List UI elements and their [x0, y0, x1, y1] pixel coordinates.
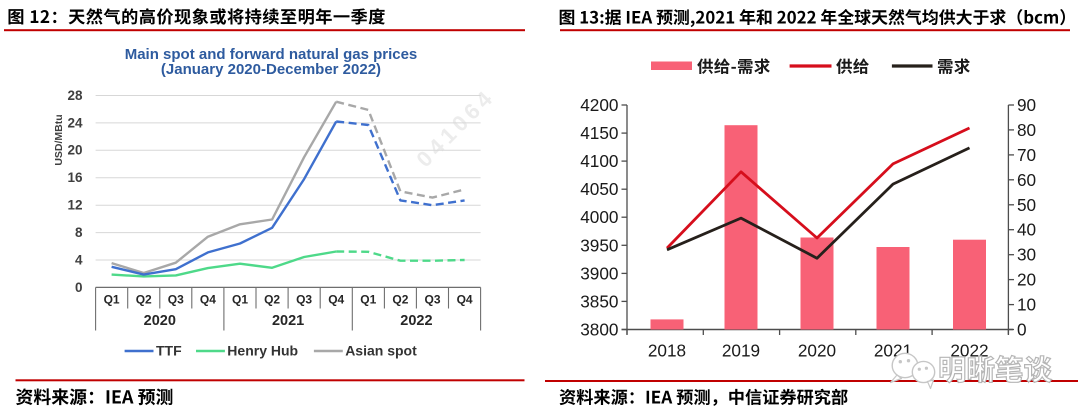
svg-text:Q2: Q2	[264, 293, 280, 307]
svg-text:Q2: Q2	[136, 293, 152, 307]
svg-text:2020: 2020	[144, 313, 176, 329]
svg-text:2020: 2020	[798, 341, 836, 361]
svg-text:30: 30	[1017, 245, 1036, 265]
svg-text:USD/MBtu: USD/MBtu	[53, 114, 65, 165]
svg-text:(January 2020-December 2022): (January 2020-December 2022)	[161, 61, 381, 78]
svg-text:0: 0	[1017, 320, 1027, 340]
svg-text:24: 24	[67, 115, 83, 130]
svg-text:041064: 041064	[411, 83, 500, 172]
svg-text:2018: 2018	[648, 341, 686, 361]
svg-text:4000: 4000	[580, 207, 618, 227]
svg-text:4100: 4100	[580, 151, 618, 171]
svg-text:28: 28	[67, 88, 83, 103]
svg-text:3850: 3850	[580, 291, 618, 311]
svg-text:TTF: TTF	[156, 343, 182, 359]
svg-text:16: 16	[67, 170, 83, 185]
svg-text:50: 50	[1017, 195, 1036, 215]
svg-text:40: 40	[1017, 220, 1036, 240]
svg-text:3800: 3800	[580, 320, 618, 340]
svg-text:Q2: Q2	[392, 293, 408, 307]
svg-text:Q4: Q4	[200, 293, 216, 307]
svg-text:8: 8	[75, 225, 83, 240]
svg-text:12: 12	[67, 198, 82, 213]
svg-text:20: 20	[67, 143, 82, 158]
svg-text:Q3: Q3	[168, 293, 184, 307]
svg-text:80: 80	[1017, 120, 1036, 140]
svg-text:60: 60	[1017, 170, 1036, 190]
svg-text:Asian spot: Asian spot	[345, 343, 417, 359]
svg-text:Q1: Q1	[104, 293, 120, 307]
svg-text:2019: 2019	[722, 341, 760, 361]
svg-text:90: 90	[1017, 95, 1036, 115]
svg-text:Henry Hub: Henry Hub	[227, 343, 298, 359]
svg-text:20: 20	[1017, 270, 1036, 290]
svg-text:3900: 3900	[580, 263, 618, 283]
svg-text:Q1: Q1	[232, 293, 248, 307]
svg-text:0: 0	[75, 280, 83, 295]
svg-text:Main spot and forward natural: Main spot and forward natural gas prices	[125, 46, 418, 63]
svg-text:2021: 2021	[272, 313, 304, 329]
svg-text:70: 70	[1017, 145, 1036, 165]
svg-text:Q3: Q3	[296, 293, 312, 307]
svg-text:Q4: Q4	[457, 293, 473, 307]
svg-text:4200: 4200	[580, 95, 618, 115]
svg-text:4050: 4050	[580, 179, 618, 199]
svg-text:2022: 2022	[400, 313, 432, 329]
svg-text:Q3: Q3	[424, 293, 440, 307]
svg-text:Q4: Q4	[328, 293, 344, 307]
svg-text:4: 4	[75, 252, 83, 267]
svg-text:4150: 4150	[580, 123, 618, 143]
svg-text:Q1: Q1	[360, 293, 376, 307]
svg-text:3950: 3950	[580, 235, 618, 255]
svg-text:10: 10	[1017, 295, 1036, 315]
